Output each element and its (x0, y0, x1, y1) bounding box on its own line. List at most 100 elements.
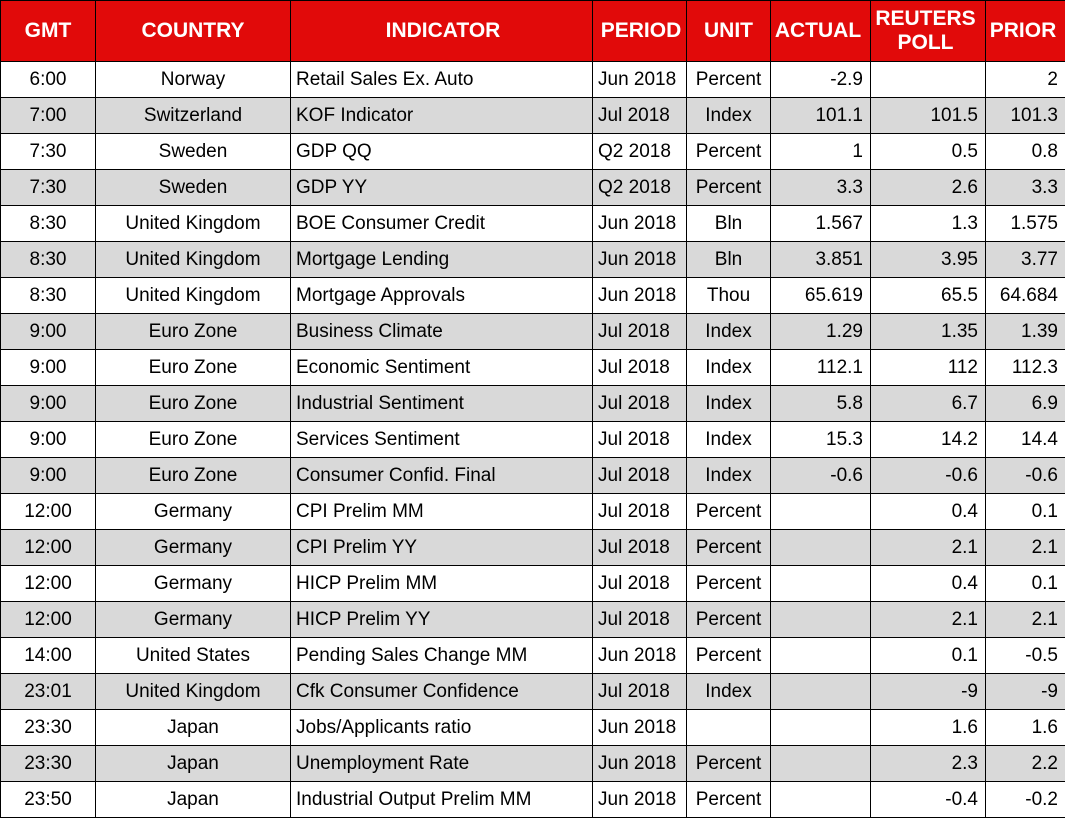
cell-indicator: Pending Sales Change MM (290, 637, 593, 674)
table-row: 23:50 Japan Industrial Output Prelim MM … (0, 781, 1065, 818)
cell-indicator: Retail Sales Ex. Auto (290, 61, 593, 98)
table-row: 12:00 Germany HICP Prelim YY Jul 2018 Pe… (0, 601, 1065, 638)
table-row: 23:01 United Kingdom Cfk Consumer Confid… (0, 673, 1065, 710)
cell-period: Jul 2018 (592, 601, 687, 638)
cell-reuters-poll: 1.3 (870, 205, 986, 242)
cell-country: Sweden (95, 133, 291, 170)
cell-unit: Index (686, 457, 771, 494)
table-row: 14:00 United States Pending Sales Change… (0, 637, 1065, 674)
cell-period: Q2 2018 (592, 133, 687, 170)
cell-gmt: 6:00 (0, 61, 96, 98)
cell-country: Euro Zone (95, 385, 291, 422)
cell-period: Jul 2018 (592, 673, 687, 710)
cell-period: Jun 2018 (592, 781, 687, 818)
cell-period: Jul 2018 (592, 457, 687, 494)
cell-gmt: 14:00 (0, 637, 96, 674)
cell-actual: 5.8 (770, 385, 871, 422)
cell-gmt: 8:30 (0, 205, 96, 242)
cell-actual: 1.29 (770, 313, 871, 350)
cell-actual (770, 565, 871, 602)
cell-country: Sweden (95, 169, 291, 206)
cell-unit: Percent (686, 565, 771, 602)
table-row: 9:00 Euro Zone Consumer Confid. Final Ju… (0, 457, 1065, 494)
cell-unit: Index (686, 97, 771, 134)
cell-unit: Percent (686, 61, 771, 98)
cell-indicator: Economic Sentiment (290, 349, 593, 386)
cell-indicator: BOE Consumer Credit (290, 205, 593, 242)
cell-unit (686, 709, 771, 746)
cell-reuters-poll: 2.6 (870, 169, 986, 206)
cell-gmt: 7:30 (0, 169, 96, 206)
cell-prior: 2.1 (985, 529, 1065, 566)
cell-period: Jun 2018 (592, 637, 687, 674)
table-row: 23:30 Japan Jobs/Applicants ratio Jun 20… (0, 709, 1065, 746)
cell-gmt: 23:30 (0, 745, 96, 782)
cell-reuters-poll: 0.4 (870, 565, 986, 602)
cell-gmt: 23:01 (0, 673, 96, 710)
cell-reuters-poll: 2.1 (870, 529, 986, 566)
cell-country: United States (95, 637, 291, 674)
cell-prior: 0.8 (985, 133, 1065, 170)
cell-unit: Percent (686, 133, 771, 170)
column-header-actual: ACTUAL (770, 0, 871, 62)
table-row: 7:00 Switzerland KOF Indicator Jul 2018 … (0, 97, 1065, 134)
cell-gmt: 9:00 (0, 313, 96, 350)
cell-country: Norway (95, 61, 291, 98)
cell-unit: Bln (686, 205, 771, 242)
cell-unit: Index (686, 385, 771, 422)
cell-indicator: Mortgage Lending (290, 241, 593, 278)
cell-country: Germany (95, 529, 291, 566)
cell-actual (770, 529, 871, 566)
cell-prior: 0.1 (985, 565, 1065, 602)
cell-unit: Index (686, 349, 771, 386)
cell-country: Japan (95, 709, 291, 746)
cell-actual (770, 781, 871, 818)
cell-reuters-poll: 0.5 (870, 133, 986, 170)
cell-country: United Kingdom (95, 277, 291, 314)
cell-gmt: 8:30 (0, 241, 96, 278)
cell-prior: 14.4 (985, 421, 1065, 458)
cell-country: Germany (95, 565, 291, 602)
cell-prior: -0.6 (985, 457, 1065, 494)
cell-period: Jun 2018 (592, 709, 687, 746)
cell-reuters-poll: 0.1 (870, 637, 986, 674)
cell-actual: 3.851 (770, 241, 871, 278)
cell-prior: 2.2 (985, 745, 1065, 782)
table-row: 8:30 United Kingdom Mortgage Approvals J… (0, 277, 1065, 314)
cell-actual: 112.1 (770, 349, 871, 386)
table-row: 7:30 Sweden GDP YY Q2 2018 Percent 3.3 2… (0, 169, 1065, 206)
cell-period: Jun 2018 (592, 745, 687, 782)
cell-indicator: CPI Prelim YY (290, 529, 593, 566)
cell-reuters-poll: 3.95 (870, 241, 986, 278)
cell-country: United Kingdom (95, 241, 291, 278)
cell-prior: -0.5 (985, 637, 1065, 674)
cell-reuters-poll: 112 (870, 349, 986, 386)
cell-unit: Percent (686, 169, 771, 206)
cell-country: Japan (95, 745, 291, 782)
cell-gmt: 12:00 (0, 529, 96, 566)
cell-period: Jun 2018 (592, 61, 687, 98)
cell-actual: 1 (770, 133, 871, 170)
cell-reuters-poll: 2.1 (870, 601, 986, 638)
cell-country: Euro Zone (95, 349, 291, 386)
cell-country: United Kingdom (95, 205, 291, 242)
cell-indicator: GDP YY (290, 169, 593, 206)
cell-gmt: 9:00 (0, 421, 96, 458)
cell-prior: 112.3 (985, 349, 1065, 386)
table-row: 23:30 Japan Unemployment Rate Jun 2018 P… (0, 745, 1065, 782)
cell-actual: 101.1 (770, 97, 871, 134)
cell-actual: 15.3 (770, 421, 871, 458)
cell-unit: Percent (686, 745, 771, 782)
cell-reuters-poll: 6.7 (870, 385, 986, 422)
cell-period: Jun 2018 (592, 277, 687, 314)
cell-period: Q2 2018 (592, 169, 687, 206)
table-header: GMT COUNTRY INDICATOR PERIOD UNIT ACTUAL… (0, 0, 1065, 62)
cell-reuters-poll: -0.6 (870, 457, 986, 494)
cell-unit: Index (686, 673, 771, 710)
cell-reuters-poll: 65.5 (870, 277, 986, 314)
cell-actual (770, 709, 871, 746)
table-row: 9:00 Euro Zone Economic Sentiment Jul 20… (0, 349, 1065, 386)
column-header-unit: UNIT (686, 0, 771, 62)
cell-gmt: 9:00 (0, 349, 96, 386)
table-row: 9:00 Euro Zone Services Sentiment Jul 20… (0, 421, 1065, 458)
